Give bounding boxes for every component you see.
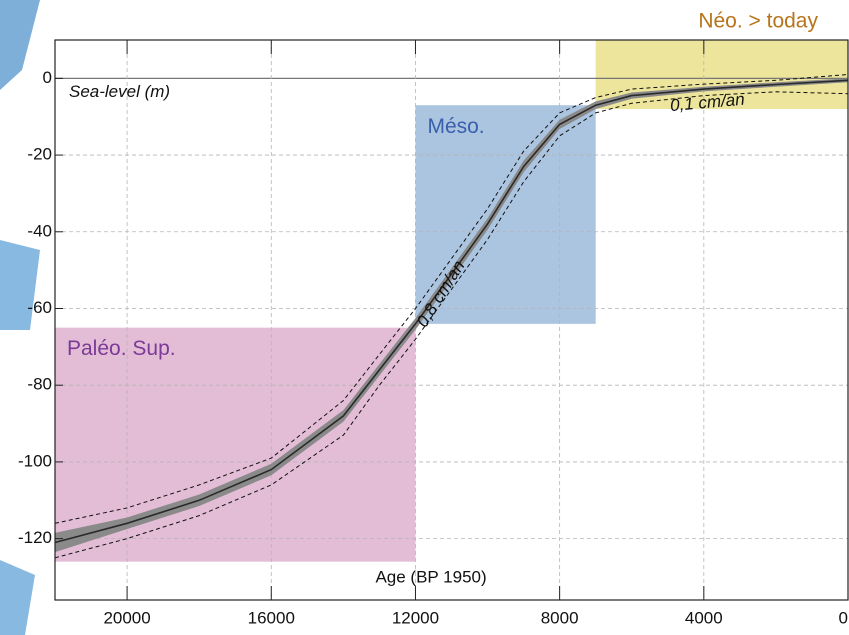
y-axis-label: Sea-level (m) [69, 82, 170, 101]
x-tick-label: 16000 [248, 608, 295, 627]
x-tick-label: 0 [839, 608, 848, 627]
y-tick-label: -100 [18, 451, 52, 470]
x-tick-label: 20000 [103, 608, 150, 627]
y-tick-label: -40 [27, 221, 52, 240]
photo-fragment [0, 240, 40, 330]
region-label: Néo. > today [698, 10, 818, 33]
x-tick-label: 8000 [541, 608, 579, 627]
photo-fragment [0, 560, 35, 635]
x-tick-label: 12000 [392, 608, 439, 627]
region-label: Méso. [427, 115, 484, 138]
envelope-line [54, 91, 849, 559]
y-tick-label: -80 [27, 375, 52, 394]
grid [55, 40, 849, 600]
photo-fragment [0, 0, 40, 90]
y-tick-label: -60 [27, 298, 52, 317]
y-tick-label: -120 [18, 528, 52, 547]
series [54, 74, 849, 559]
y-tick-label: -20 [27, 145, 52, 164]
region-label: Paléo. Sup. [67, 337, 176, 360]
plot-frame [54, 39, 849, 601]
y-tick-label: 0 [43, 68, 52, 87]
decoration [0, 0, 40, 635]
sea-level-line [54, 79, 849, 544]
x-axis-label: Age (BP 1950) [375, 567, 486, 586]
x-tick-label: 4000 [685, 608, 723, 627]
envelope-line [54, 74, 849, 524]
